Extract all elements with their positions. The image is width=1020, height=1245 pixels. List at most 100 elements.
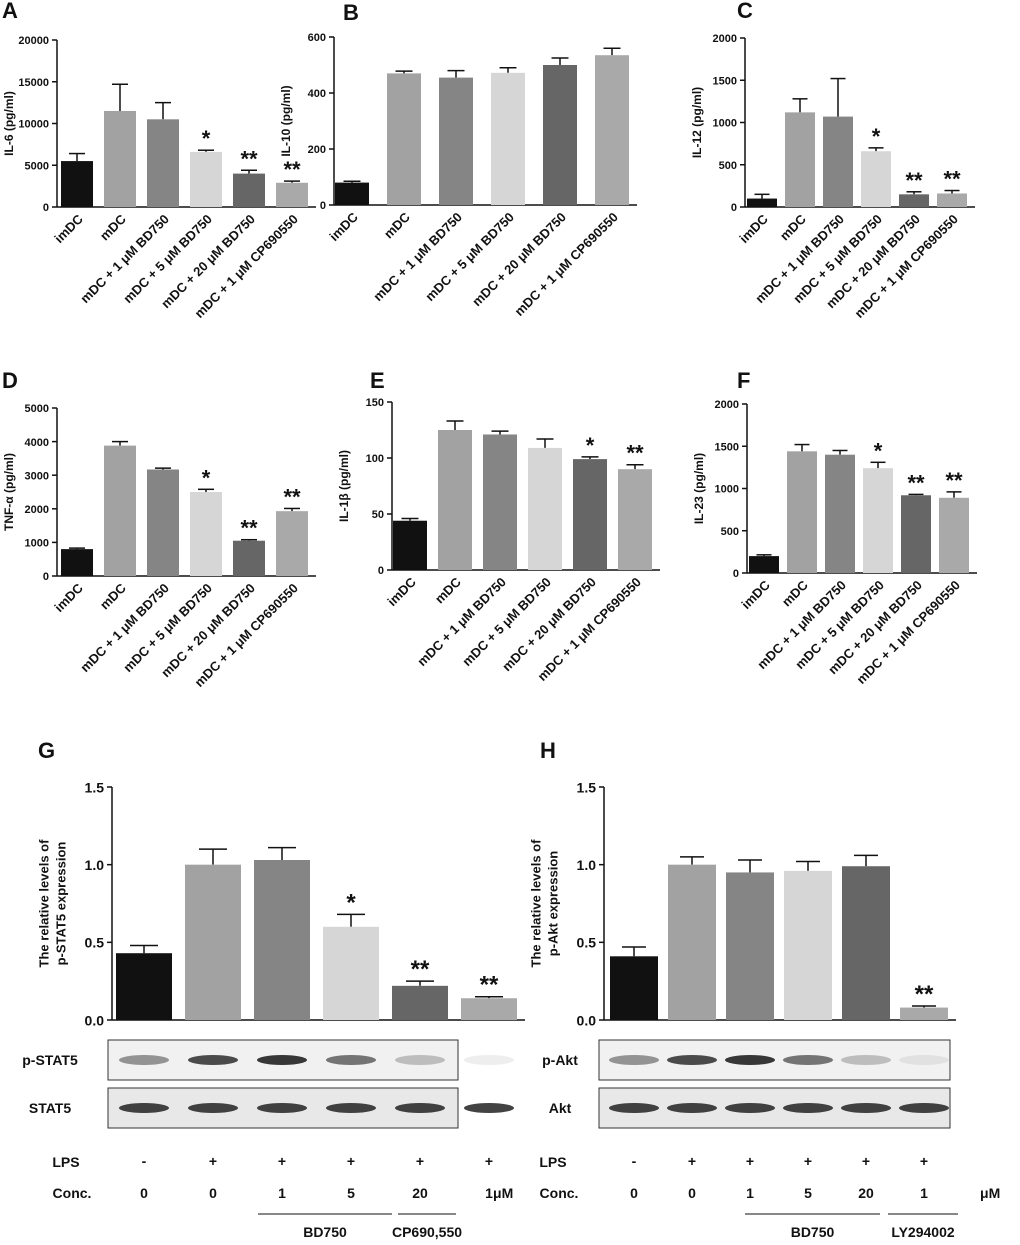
bar (573, 459, 607, 570)
bar (491, 72, 525, 205)
x-tick-label: imDC (326, 209, 361, 244)
bar (668, 864, 716, 1020)
x-tick-label: mDC (97, 211, 129, 243)
significance: * (874, 438, 883, 463)
y-axis-label: IL-23 (pg/ml) (692, 453, 706, 524)
significance: ** (480, 972, 499, 999)
lps-value: + (862, 1153, 870, 1169)
bar (147, 469, 179, 576)
lps-value: + (804, 1153, 812, 1169)
bar (543, 65, 577, 205)
bar (276, 511, 308, 576)
bar (726, 872, 774, 1020)
bar (595, 55, 629, 206)
y-axis-label: IL-1β (pg/ml) (337, 450, 351, 522)
bar (387, 73, 421, 206)
blot-band (395, 1055, 445, 1065)
bar (439, 77, 473, 205)
y-tick-label: 0.5 (577, 935, 597, 951)
bar (147, 119, 179, 207)
panel-label: E (370, 368, 385, 393)
panel-label: B (343, 0, 359, 25)
x-tick-label: mDC + 1 μM BD750 (370, 209, 465, 304)
bar (335, 182, 369, 205)
significance: ** (905, 168, 923, 193)
group-label: LY294002 (891, 1224, 955, 1240)
y-tick-label: 1000 (25, 538, 49, 550)
bar (233, 173, 265, 207)
blot-label: Akt (549, 1100, 572, 1116)
lps-value: + (347, 1153, 355, 1169)
significance: ** (626, 441, 644, 466)
panel-label: D (2, 368, 18, 393)
y-tick-label: 1.0 (85, 857, 105, 873)
y-tick-label: 0.5 (85, 935, 105, 951)
lps-value: - (632, 1153, 637, 1169)
y-tick-label: 50 (372, 509, 384, 521)
blot-band (667, 1103, 717, 1113)
blot-label: p-Akt (542, 1052, 578, 1068)
lps-value: + (209, 1153, 217, 1169)
bar (785, 112, 815, 207)
blot-band (899, 1055, 949, 1065)
group-label: BD750 (303, 1224, 347, 1240)
y-tick-label: 500 (719, 160, 737, 172)
bar (787, 451, 817, 573)
bar (842, 866, 890, 1020)
conc-value: 5 (804, 1185, 812, 1201)
panel-label: F (737, 368, 750, 393)
bar (749, 556, 779, 573)
x-tick-label: imDC (738, 577, 773, 612)
bar (392, 985, 448, 1020)
blot-band (609, 1103, 659, 1113)
y-axis-label: The relative levels of (529, 839, 544, 968)
y-tick-label: 600 (308, 32, 326, 44)
significance: ** (283, 157, 301, 182)
row-label: LPS (539, 1154, 566, 1170)
bar (825, 454, 855, 573)
blot-band (899, 1103, 949, 1113)
bar (939, 497, 969, 573)
conc-value: 0 (630, 1185, 638, 1201)
bar (823, 116, 853, 207)
y-tick-label: 150 (366, 397, 384, 409)
panel-label: A (2, 0, 18, 23)
y-tick-label: 0 (733, 568, 739, 580)
significance: * (872, 124, 881, 149)
row-label: LPS (52, 1154, 79, 1170)
y-tick-label: 400 (308, 88, 326, 100)
y-tick-label: 1.5 (85, 779, 105, 795)
bar (610, 956, 658, 1020)
significance: ** (240, 516, 258, 541)
blot-band (188, 1103, 238, 1113)
y-axis-label: p-STAT5 expression (54, 842, 69, 966)
y-tick-label: 2000 (25, 504, 49, 516)
y-tick-label: 1.0 (577, 857, 597, 873)
y-tick-label: 0 (43, 571, 49, 583)
blot-band (395, 1103, 445, 1113)
lps-value: - (142, 1153, 147, 1169)
y-tick-label: 0.0 (577, 1012, 597, 1028)
lps-value: + (688, 1153, 696, 1169)
conc-value: 1 (485, 1185, 493, 1201)
blot-band (119, 1103, 169, 1113)
blot-label: STAT5 (29, 1100, 71, 1116)
conc-value: 0 (688, 1185, 696, 1201)
y-tick-label: 0 (731, 202, 737, 214)
blot-band (667, 1055, 717, 1065)
significance: ** (283, 484, 301, 509)
lps-value: + (920, 1153, 928, 1169)
y-tick-label: 1000 (713, 118, 737, 130)
bar (393, 520, 427, 570)
group-label: BD750 (791, 1224, 835, 1240)
y-tick-label: 2000 (713, 33, 737, 45)
blot-band (609, 1055, 659, 1065)
y-tick-label: 1500 (715, 441, 739, 453)
bar (618, 469, 652, 570)
bar (861, 151, 891, 207)
blot-band (783, 1055, 833, 1065)
blot-label: p-STAT5 (22, 1052, 78, 1068)
x-tick-label: imDC (51, 211, 86, 246)
significance: * (586, 433, 595, 458)
x-tick-label: mDC (777, 211, 809, 243)
